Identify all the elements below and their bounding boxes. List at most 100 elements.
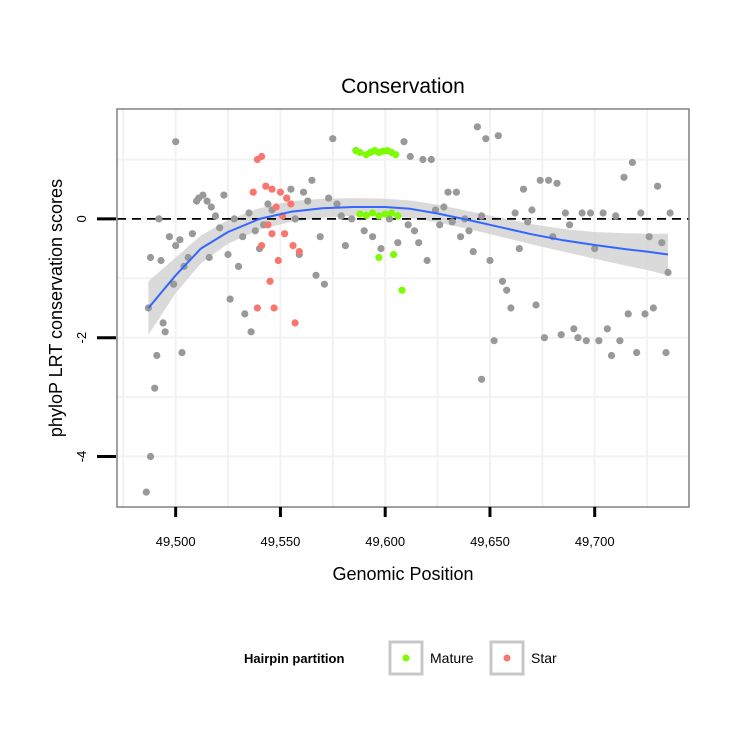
point-other xyxy=(431,206,440,214)
x-tick-label: 49,500 xyxy=(156,534,196,549)
point-other xyxy=(603,325,611,333)
point-other xyxy=(599,209,607,217)
point-star xyxy=(258,242,266,250)
point-other xyxy=(291,215,299,223)
point-other xyxy=(178,349,186,357)
point-other xyxy=(348,215,356,223)
point-other xyxy=(312,271,320,279)
point-other xyxy=(157,256,165,265)
point-other xyxy=(226,295,234,303)
point-star xyxy=(276,188,284,196)
point-other xyxy=(465,227,473,235)
point-other xyxy=(161,328,169,336)
x-tick-label: 49,700 xyxy=(575,534,615,549)
point-star xyxy=(268,230,276,238)
point-other xyxy=(155,215,163,223)
y-tick-label: -4 xyxy=(74,451,89,463)
point-other xyxy=(146,452,155,461)
point-other xyxy=(369,233,377,241)
point-other xyxy=(620,173,628,181)
point-other xyxy=(612,212,620,220)
point-other xyxy=(234,262,243,270)
point-star xyxy=(289,242,297,250)
point-other xyxy=(494,132,502,140)
point-other xyxy=(410,227,419,235)
point-other xyxy=(159,319,167,327)
point-star xyxy=(264,221,272,229)
point-other xyxy=(649,304,658,312)
point-mature xyxy=(394,212,402,220)
point-other xyxy=(245,209,253,217)
point-star xyxy=(274,256,282,265)
point-other xyxy=(394,239,402,247)
point-other xyxy=(532,301,540,309)
legend-label-star: Star xyxy=(531,650,557,666)
point-other xyxy=(423,256,431,265)
point-mature xyxy=(392,151,400,159)
point-other xyxy=(473,123,481,131)
smooth-trend-line xyxy=(147,206,669,309)
point-other xyxy=(664,268,672,276)
point-other xyxy=(633,349,641,357)
point-mature xyxy=(356,148,364,156)
point-other xyxy=(320,280,328,288)
legend-key-star-dot xyxy=(503,654,511,662)
point-other xyxy=(528,206,536,214)
point-star xyxy=(266,277,274,285)
point-other xyxy=(299,188,308,196)
point-other xyxy=(419,155,427,164)
point-mature xyxy=(356,210,364,218)
x-tick-label: 49,550 xyxy=(261,534,301,549)
point-other xyxy=(469,248,477,256)
point-other xyxy=(151,384,159,392)
point-other xyxy=(440,203,448,211)
point-other xyxy=(165,233,173,241)
point-other xyxy=(595,337,603,345)
point-star xyxy=(270,304,278,312)
y-axis: -4 -2 0 xyxy=(74,215,116,462)
point-star xyxy=(258,152,266,161)
point-other xyxy=(658,239,666,247)
legend-item-mature: Mature xyxy=(388,640,474,676)
point-other xyxy=(540,334,549,342)
legend-item-star: Star xyxy=(489,640,557,676)
point-other xyxy=(654,182,662,190)
point-mature xyxy=(381,210,389,218)
point-other xyxy=(406,152,414,161)
point-other xyxy=(308,176,316,184)
point-other xyxy=(188,230,196,238)
point-star xyxy=(253,304,261,312)
point-other xyxy=(607,351,616,360)
point-other xyxy=(224,250,232,259)
point-other xyxy=(360,227,368,235)
point-other xyxy=(404,221,412,229)
x-axis: 49,500 49,550 49,600 49,650 49,700 xyxy=(156,507,615,549)
point-other xyxy=(142,488,150,496)
scatter-points xyxy=(142,123,674,496)
y-tick-label: 0 xyxy=(74,215,89,222)
point-other xyxy=(264,200,272,208)
point-other xyxy=(230,215,238,223)
point-other xyxy=(247,328,255,336)
point-star xyxy=(262,182,270,190)
legend-label-mature: Mature xyxy=(430,650,474,666)
point-other xyxy=(519,185,528,193)
point-other xyxy=(251,227,259,235)
point-star xyxy=(272,203,280,211)
point-mature xyxy=(375,212,383,220)
point-other xyxy=(170,280,178,288)
point-other xyxy=(524,218,532,226)
point-other xyxy=(220,191,228,199)
point-star xyxy=(283,194,291,202)
legend-key-mature-dot xyxy=(402,654,410,662)
point-other xyxy=(486,256,494,265)
point-mature xyxy=(390,250,398,259)
point-other xyxy=(662,349,670,357)
point-other xyxy=(616,337,624,345)
point-other xyxy=(452,188,460,196)
point-other xyxy=(574,334,582,342)
x-axis-title: Genomic Position xyxy=(332,564,473,584)
point-other xyxy=(239,233,247,241)
x-tick-label: 49,650 xyxy=(470,534,510,549)
